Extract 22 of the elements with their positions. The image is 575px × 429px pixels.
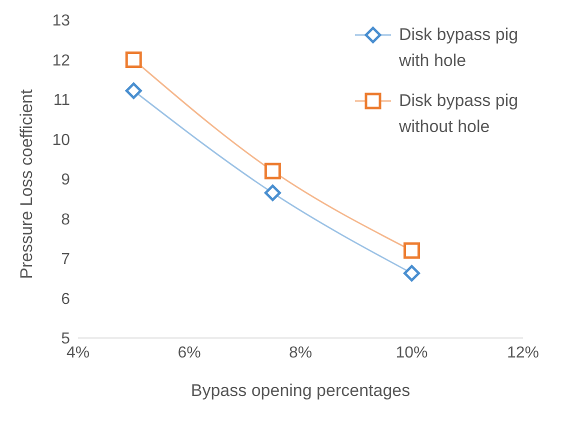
x-axis-title: Bypass opening percentages — [190, 381, 410, 400]
y-tick-label: 13 — [52, 12, 70, 30]
point — [404, 264, 420, 282]
y-tick-label: 11 — [53, 92, 70, 110]
point — [125, 52, 142, 68]
x-tick-label: 8% — [288, 344, 312, 362]
y-tick-label: 8 — [61, 211, 70, 228]
point — [125, 82, 142, 100]
y-tick-label: 12 — [52, 52, 70, 70]
y-tick-label: 7 — [61, 251, 70, 268]
x-tick-label: 12% — [506, 344, 540, 362]
legend-label: Disk bypass pig without hole — [399, 90, 520, 138]
x-tick-label: 6% — [178, 344, 201, 362]
y-tick-label: 10 — [52, 132, 70, 149]
x-tick-label: 10% — [396, 344, 428, 362]
legend-label: Disk bypass pig with hole — [399, 24, 520, 72]
point — [404, 242, 420, 259]
y-axis-title: Pressure Loss coefficient — [17, 89, 36, 279]
y-tick-label: 6 — [61, 290, 70, 308]
point — [264, 184, 281, 202]
y-tick-label: 9 — [61, 172, 70, 189]
point — [264, 162, 281, 180]
